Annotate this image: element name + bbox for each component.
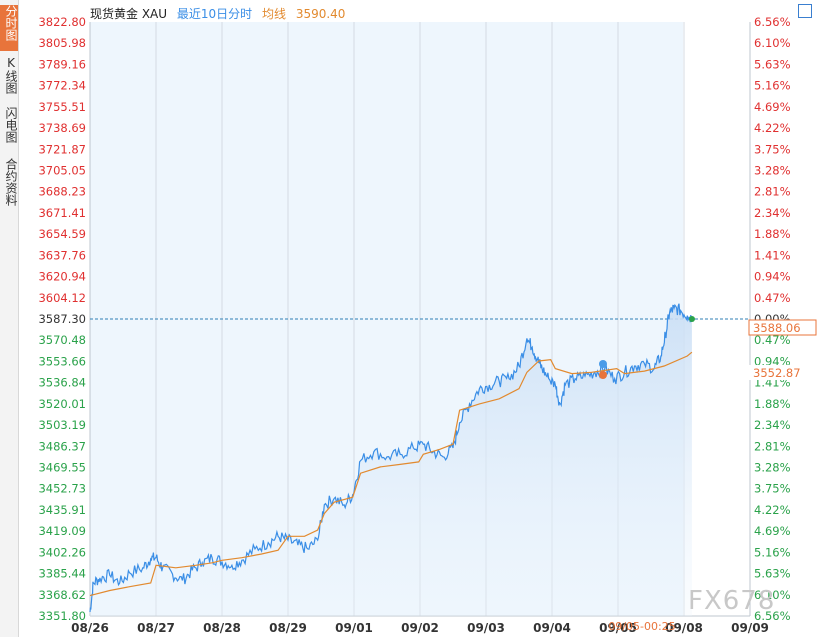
x-tick: 08/26: [71, 621, 109, 635]
tab-time-share[interactable]: 分时图: [0, 5, 18, 51]
y-tick-left: 3705.05: [38, 164, 86, 178]
y-tick-left: 3688.23: [38, 185, 86, 199]
y-tick-left: 3385.44: [38, 567, 86, 581]
tab-contract-info[interactable]: 合约资料: [4, 158, 18, 206]
x-tick: 09/05: [599, 621, 637, 635]
series-lines: [89, 303, 693, 613]
y-tick-right: 2.81%: [754, 185, 791, 199]
y-axis-left: 3822.80 3805.98 3789.16 3772.34 3755.51 3738.…: [38, 15, 86, 623]
period-label: 最近10日分时: [176, 7, 253, 21]
y-tick-left: 3604.12: [38, 291, 86, 305]
avg-price-label: 3552.87: [753, 366, 801, 380]
y-tick-left: 3486.37: [38, 439, 86, 453]
y-tick-left: 3637.76: [38, 248, 86, 262]
y-tick-left: 3789.16: [38, 57, 86, 71]
y-tick-right: 5.63%: [754, 567, 791, 581]
y-tick-right: 4.69%: [754, 524, 791, 538]
y-tick-left: 3402.26: [38, 545, 86, 559]
y-tick-left: 3419.09: [38, 524, 86, 538]
y-tick-left: 3570.48: [38, 333, 86, 347]
x-tick: 09/01: [335, 621, 373, 635]
cursor-avg-dot: [599, 371, 607, 379]
tab-lightning[interactable]: 闪电图: [4, 107, 18, 143]
y-tick-right: 0.47%: [754, 333, 791, 347]
y-tick-right: 3.28%: [754, 461, 791, 475]
y-tick-left: 3520.01: [38, 397, 86, 411]
y-tick-left: 3469.55: [38, 461, 86, 475]
y-tick-left: 3671.41: [38, 206, 86, 220]
x-tick: 09/04: [533, 621, 571, 635]
y-tick-left: 3435.91: [38, 503, 86, 517]
instrument-name: 现货黄金 XAU: [90, 7, 168, 21]
price-area: [90, 303, 692, 616]
x-axis: 08/26 08/27 08/28 08/29 09/01 09/02 09/03 09/04…: [71, 621, 769, 635]
y-tick-left: 3452.73: [38, 482, 86, 496]
y-tick-right: 5.16%: [754, 79, 791, 93]
y-tick-right: 2.81%: [754, 439, 791, 453]
y-tick-right: 5.16%: [754, 545, 791, 559]
x-tick: 09/03: [467, 621, 505, 635]
y-tick-left: 3755.51: [38, 100, 86, 114]
avg-line: [89, 351, 693, 597]
cursor-price-dot: [599, 360, 607, 368]
x-tick: 08/29: [269, 621, 307, 635]
y-tick-right: 1.88%: [754, 397, 791, 411]
y-tick-right: 0.94%: [754, 354, 791, 368]
y-tick-right: 0.47%: [754, 291, 791, 305]
y-tick-right: 2.34%: [754, 418, 791, 432]
y-tick-left: 3805.98: [38, 36, 86, 50]
y-tick-right: 6.56%: [754, 609, 791, 623]
y-tick-right: 2.34%: [754, 206, 791, 220]
y-tick-right: 4.69%: [754, 100, 791, 114]
cursor-time-label: 09/05-00:25: [608, 620, 675, 633]
y-tick-left: 3620.94: [38, 270, 86, 284]
y-tick-left: 3721.87: [38, 142, 86, 156]
y-axis-right: 6.56% 6.10% 5.63% 5.16% 4.69% 4.22% 3.75% 3.28%…: [754, 15, 791, 623]
last-price-dot: [689, 316, 695, 322]
y-tick-right: 4.22%: [754, 121, 791, 135]
x-tick: 09/02: [401, 621, 439, 635]
x-tick: 08/27: [137, 621, 175, 635]
y-tick-right: 0.94%: [754, 270, 791, 284]
y-tick-right: 6.10%: [754, 588, 791, 602]
y-tick-left: 3536.84: [38, 376, 86, 390]
y-tick-left: 3587.30: [38, 312, 86, 326]
y-tick-left: 3553.66: [38, 354, 86, 368]
last-price-label: 3588.06: [753, 321, 801, 335]
sidebar: 分时图 K线图 闪电图 合约资料: [0, 0, 19, 637]
y-tick-left: 3772.34: [38, 79, 86, 93]
avg-price-bg: [749, 365, 801, 380]
y-tick-right: 4.22%: [754, 503, 791, 517]
y-tick-right: 3.75%: [754, 142, 791, 156]
y-tick-left: 3351.80: [38, 609, 86, 623]
y-tick-left: 3503.19: [38, 418, 86, 432]
price-area-fill: [90, 303, 692, 616]
y-tick-right: 1.88%: [754, 227, 791, 241]
y-tick-right: 6.10%: [754, 36, 791, 50]
y-tick-left: 3368.62: [38, 588, 86, 602]
expand-icon[interactable]: [798, 4, 812, 18]
y-tick-right: 6.56%: [754, 15, 791, 29]
tab-candlestick[interactable]: K线图: [4, 56, 18, 94]
y-tick-left: 3654.59: [38, 227, 86, 241]
avg-value: 3590.40: [295, 7, 346, 21]
x-tick: 09/08: [665, 621, 703, 635]
y-tick-right: 5.63%: [754, 57, 791, 71]
watermark: FX678: [688, 586, 776, 616]
price-line: [89, 303, 693, 613]
y-tick-left: 3822.80: [38, 15, 86, 29]
y-tick-right: 3.75%: [754, 482, 791, 496]
y-tick-right: 1.41%: [754, 248, 791, 262]
avg-label: 均线: [261, 7, 286, 21]
x-tick: 08/28: [203, 621, 241, 635]
last-price-box: [748, 319, 817, 336]
x-tick: 09/09: [731, 621, 769, 635]
markers: 3588.06 3552.87 09/05-00:25: [599, 316, 817, 633]
y-tick-right: 3.28%: [754, 164, 791, 178]
chart-header: 现货黄金 XAU 最近10日分时 均线 3590.40: [90, 5, 345, 22]
y-tick-left: 3738.69: [38, 121, 86, 135]
